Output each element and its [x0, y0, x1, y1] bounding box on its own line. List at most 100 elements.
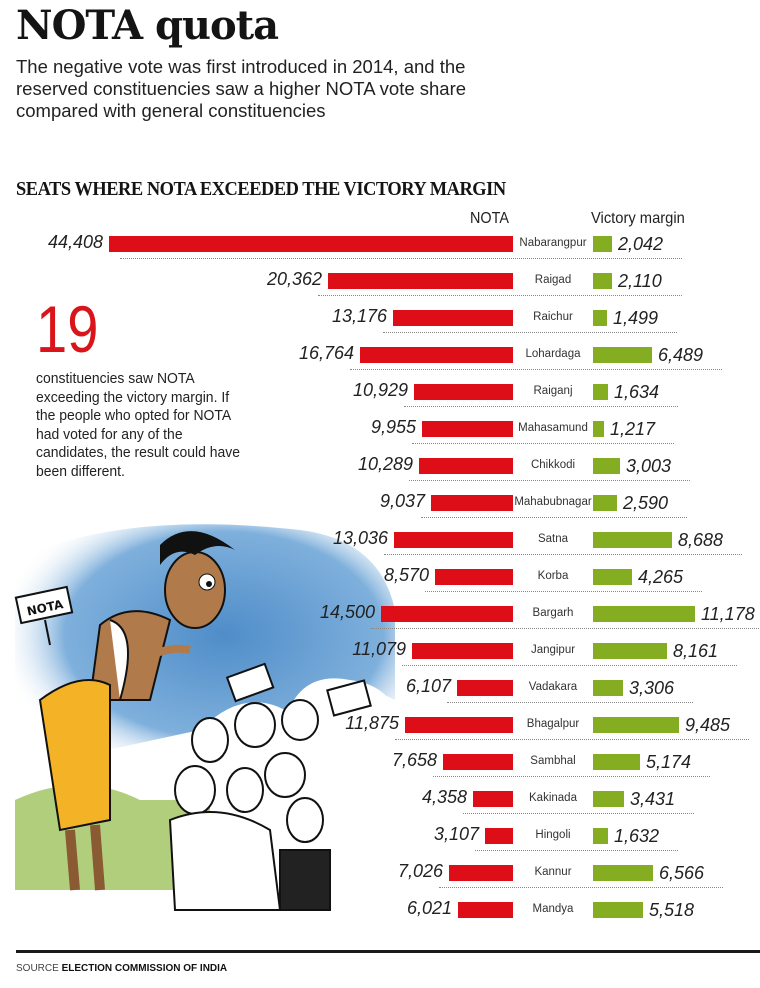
chart-row: 44,408 Nabarangpur 2,042	[0, 226, 760, 263]
nota-bar	[473, 791, 513, 807]
chart-row: 11,875 Bhagalpur 9,485	[0, 707, 760, 744]
victory-margin-bar	[593, 273, 612, 289]
row-divider	[395, 739, 749, 740]
man-hair	[160, 531, 235, 565]
callout-number: 19	[36, 292, 99, 366]
constituency-name: Chikkodi	[530, 459, 576, 471]
chart-row: 8,570 Korba 4,265	[0, 559, 760, 596]
victory-margin-bar	[593, 791, 624, 807]
nota-bar	[485, 828, 513, 844]
chart-row: 14,500 Bargarh 11,178	[0, 596, 760, 633]
nota-bar	[405, 717, 513, 733]
row-divider	[402, 665, 737, 666]
row-divider	[409, 480, 690, 481]
man-dhoti	[38, 679, 111, 832]
chart-title: SEATS WHERE NOTA EXCEEDED THE VICTORY MA…	[16, 178, 506, 200]
victory-margin-value: 4,265	[638, 567, 684, 587]
chart-row: 6,107 Vadakara 3,306	[0, 670, 760, 707]
constituency-name: Mahabubnagar	[514, 496, 592, 508]
nota-value: 8,570	[383, 565, 429, 585]
victory-margin-value: 6,566	[659, 863, 705, 883]
source-label: SOURCE	[16, 963, 59, 974]
victory-margin-bar	[593, 347, 652, 363]
nota-value: 11,079	[352, 639, 406, 659]
constituency-name: Hingoli	[535, 829, 571, 841]
row-divider	[439, 887, 723, 888]
victory-margin-value: 1,217	[610, 419, 656, 439]
nota-bar	[435, 569, 513, 585]
nota-value: 9,955	[370, 417, 416, 437]
nota-value: 14,500	[319, 602, 375, 622]
nota-value: 20,362	[266, 269, 322, 289]
row-divider	[425, 591, 702, 592]
row-divider	[120, 258, 682, 259]
chart-row: 13,176 Raichur 1,499	[0, 300, 760, 337]
row-divider	[421, 517, 687, 518]
victory-margin-bar	[593, 236, 612, 252]
nota-bar	[360, 347, 513, 363]
nota-value: 7,026	[397, 861, 443, 881]
constituency-name: Lohardaga	[525, 348, 581, 360]
chart-row: 20,362 Raigad 2,110	[0, 263, 760, 300]
row-divider	[371, 628, 760, 629]
constituency-name: Bargarh	[532, 607, 574, 619]
chart-row: 3,107 Hingoli 1,632	[0, 818, 760, 855]
victory-margin-bar	[593, 569, 632, 585]
page-title: NOTA quota	[16, 2, 279, 49]
cloud-shape	[285, 678, 400, 770]
chart-row: 7,026 Kannur 6,566	[0, 855, 760, 892]
victory-margin-bar	[593, 680, 623, 696]
crowd	[168, 662, 372, 911]
chart-row: 7,658 Sambhal 5,174	[0, 744, 760, 781]
victory-margin-bar	[593, 717, 679, 733]
nota-bar	[109, 236, 513, 252]
chart-row: 6,021 Mandya 5,518	[0, 892, 760, 929]
nota-bar	[328, 273, 513, 289]
nota-bar	[457, 680, 513, 696]
nota-bar	[422, 421, 513, 437]
man-torso	[88, 610, 172, 701]
constituency-name: Mahasamund	[518, 422, 588, 434]
nota-value: 10,289	[357, 454, 413, 474]
row-divider	[384, 554, 742, 555]
row-divider	[433, 776, 710, 777]
nota-bar	[414, 384, 513, 400]
victory-margin-value: 5,174	[646, 752, 692, 772]
victory-margin-value: 1,634	[614, 382, 660, 402]
chart-row: 10,929 Raiganj 1,634	[0, 374, 760, 411]
nota-value: 4,358	[421, 787, 467, 807]
nota-value: 13,176	[331, 306, 387, 326]
constituency-name: Raiganj	[533, 385, 573, 397]
nota-value: 10,929	[352, 380, 408, 400]
victory-margin-value: 6,489	[658, 345, 704, 365]
victory-margin-value: 8,688	[678, 530, 724, 550]
victory-margin-bar	[593, 754, 640, 770]
chart-row: 11,079 Jangipur 8,161	[0, 633, 760, 670]
victory-margin-bar	[593, 495, 617, 511]
victory-margin-value: 3,003	[626, 456, 672, 476]
nota-value: 6,021	[406, 898, 452, 918]
nota-value: 9,037	[379, 491, 425, 511]
victory-margin-value: 9,485	[685, 715, 731, 735]
row-divider	[350, 369, 722, 370]
row-divider	[318, 295, 682, 296]
row-divider	[412, 443, 674, 444]
chart-row: 9,955 Mahasamund 1,217	[0, 411, 760, 448]
constituency-name: Kakinada	[529, 792, 577, 804]
nota-bar	[458, 902, 513, 918]
victory-margin-bar	[593, 865, 653, 881]
nota-bar	[449, 865, 513, 881]
victory-margin-value: 2,110	[618, 271, 662, 291]
row-divider	[404, 406, 678, 407]
victory-margin-bar	[593, 384, 608, 400]
row-divider	[463, 813, 694, 814]
victory-margin-bar	[593, 532, 672, 548]
victory-margin-value: 5,518	[649, 900, 695, 920]
row-divider	[475, 850, 678, 851]
victory-margin-value: 3,306	[629, 678, 675, 698]
nota-value: 7,658	[391, 750, 437, 770]
footer-rule	[16, 950, 760, 953]
victory-margin-value: 3,431	[630, 789, 676, 809]
callout-text: constituencies saw NOTA exceeding the vi…	[36, 370, 240, 480]
constituency-name: Korba	[537, 570, 569, 582]
